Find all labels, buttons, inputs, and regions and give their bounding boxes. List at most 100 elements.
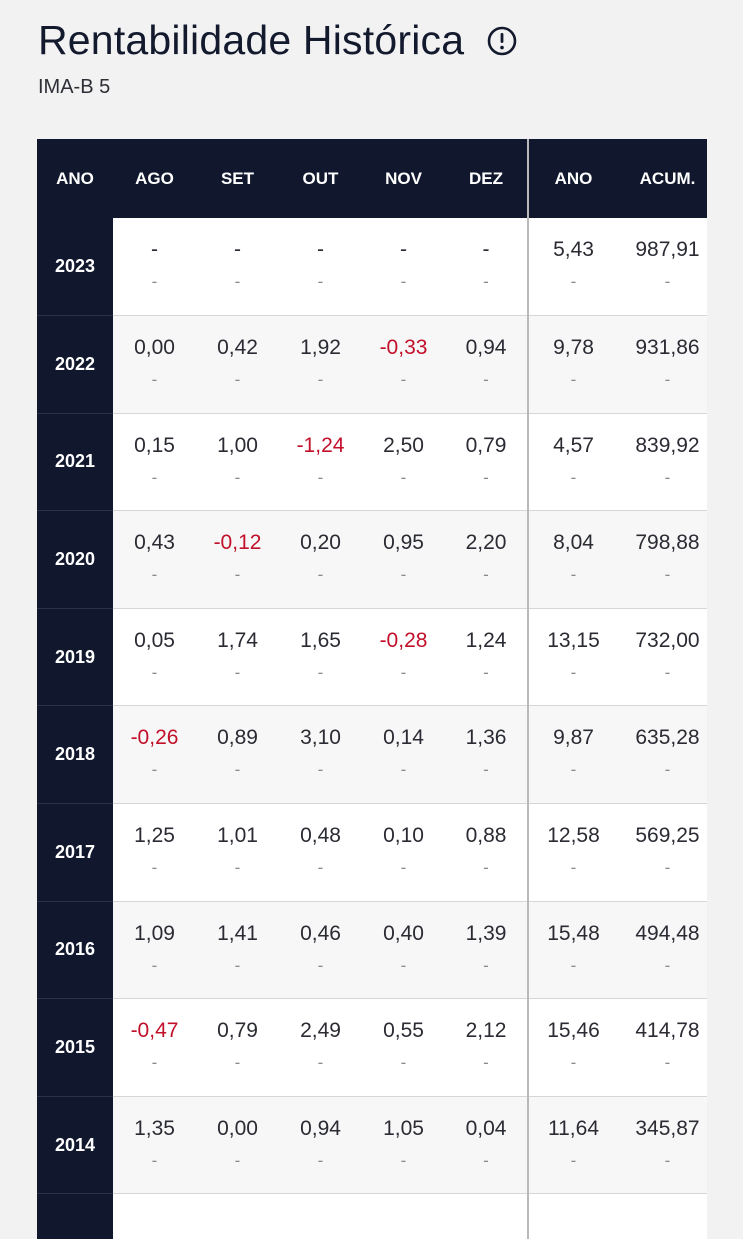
table-row: 2023- - - - - - - - - -5,43-987,91-: [37, 218, 707, 317]
value-cell: -0,28 -: [362, 608, 445, 707]
return-value: 1,92: [300, 336, 341, 360]
secondary-value: -: [317, 272, 324, 291]
value-cell: 12,58 -: [527, 803, 618, 902]
secondary-value: -: [400, 760, 407, 780]
row-year-cell: 2020: [37, 510, 113, 609]
row-year-cell: [37, 1193, 113, 1239]
value-cell: 1,25 -: [113, 803, 196, 902]
secondary-value: -: [483, 760, 489, 780]
value-cell: 15,48 -: [527, 901, 618, 1000]
return-value: 1,65: [300, 628, 341, 652]
value-cell: -0,33 -: [362, 315, 445, 414]
value-cell: 1,39 -: [445, 901, 528, 1000]
return-value: 0,10: [383, 824, 424, 848]
return-value: [362, 1213, 445, 1239]
return-value: 15,46: [547, 1019, 600, 1043]
secondary-value: -: [400, 272, 407, 291]
secondary-value: -: [483, 955, 489, 975]
value-cell: 9,87 -: [527, 705, 618, 805]
secondary-value: -: [234, 662, 241, 682]
return-value: 9,78: [553, 336, 594, 360]
value-cell: 0,95 -: [362, 510, 445, 609]
secondary-value: -: [400, 565, 407, 585]
row-year-cell: 2014: [37, 1096, 113, 1195]
row-year-cell: 2022: [37, 315, 113, 414]
return-value: -: [400, 238, 407, 261]
secondary-value: -: [570, 1053, 577, 1073]
value-cell: --: [113, 218, 196, 317]
return-value: 931,86: [635, 336, 700, 360]
secondary-value: -: [570, 662, 577, 682]
return-value: 1,25: [134, 824, 175, 848]
secondary-value: -: [317, 1053, 324, 1073]
secondary-value: -: [234, 272, 241, 291]
value-cell: --: [196, 218, 279, 317]
return-value: [618, 1213, 707, 1239]
return-value: [529, 1213, 618, 1239]
value-cell: 2,49 -: [279, 998, 362, 1097]
value-cell: 5,43 -: [527, 218, 618, 317]
value-cell: [113, 1193, 196, 1239]
value-cell: 0,94 -: [279, 1096, 362, 1195]
column-header-nov: NOV: [362, 139, 445, 218]
secondary-value: -: [151, 370, 158, 390]
return-value: -0,33: [379, 336, 428, 360]
return-value: 0,79: [465, 433, 507, 457]
value-cell: 15,46 -: [527, 998, 618, 1097]
return-value: -: [234, 238, 241, 261]
row-year-cell: 2021: [37, 413, 113, 512]
row-year-cell: 2017: [37, 803, 113, 902]
return-value: 494,48: [635, 921, 700, 945]
return-value: 2,12: [465, 1019, 507, 1043]
value-cell: 0,42 -: [196, 315, 279, 414]
column-header-oct: OUT: [279, 139, 362, 218]
return-value: -0,26: [130, 726, 179, 750]
secondary-value: -: [151, 955, 158, 975]
table-row: 2015 -0,47-0,79-2,49-0,55-2,12-15,46-414,…: [37, 998, 707, 1097]
value-cell: 0,48 -: [279, 803, 362, 902]
table-row: 2020 0,43- -0,12-0,20-0,95-2,20-8,04-798,8…: [37, 510, 707, 609]
value-cell: 345,87 -: [618, 1096, 707, 1195]
value-cell: --: [445, 218, 528, 317]
value-cell: [196, 1193, 279, 1239]
return-value: 0,43: [134, 531, 175, 555]
value-cell: 4,57 -: [527, 413, 618, 512]
secondary-value: -: [234, 858, 241, 878]
return-value: 1,74: [217, 628, 258, 652]
column-header-year-total: ANO: [527, 139, 618, 218]
secondary-value: -: [151, 858, 158, 878]
return-value: 569,25: [635, 824, 700, 848]
value-cell: 3,10 -: [279, 705, 362, 805]
secondary-value: -: [234, 370, 241, 390]
value-cell: 0,00 -: [196, 1096, 279, 1195]
secondary-value: -: [400, 1053, 407, 1073]
return-value: 11,64: [548, 1116, 599, 1140]
return-value: 15,48: [547, 921, 600, 945]
secondary-value: -: [570, 1150, 577, 1170]
return-value: -: [151, 238, 158, 261]
value-cell: [279, 1193, 362, 1239]
value-cell: 0,05 -: [113, 608, 196, 707]
value-cell: 1,41 -: [196, 901, 279, 1000]
return-value: -0,47: [130, 1019, 179, 1043]
return-value: -1,24: [296, 433, 345, 457]
table-row: 2021 0,15-1,00- -1,24-2,50-0,79-4,57-839,9…: [37, 413, 707, 512]
return-value: 9,87: [553, 726, 594, 750]
secondary-value: -: [151, 1150, 158, 1170]
page-title: Rentabilidade Histórica: [38, 17, 465, 63]
secondary-value: -: [400, 858, 407, 878]
value-cell: [445, 1193, 528, 1239]
value-cell: 0,55 -: [362, 998, 445, 1097]
return-value: 0,55: [383, 1019, 424, 1043]
secondary-value: -: [151, 467, 158, 487]
value-cell: 0,79 -: [196, 998, 279, 1097]
value-cell: 569,25 -: [618, 803, 707, 902]
secondary-value: -: [234, 1053, 241, 1073]
return-value: 0,46: [300, 921, 341, 945]
value-cell: --: [362, 218, 445, 317]
secondary-value: -: [400, 662, 407, 682]
value-cell: 1,92 -: [279, 315, 362, 414]
return-value: 8,04: [553, 531, 594, 555]
info-circle-icon[interactable]: [486, 25, 518, 57]
table-row: 2014 1,35-0,00-0,94-1,05-0,04-11,64-345,8…: [37, 1096, 707, 1195]
